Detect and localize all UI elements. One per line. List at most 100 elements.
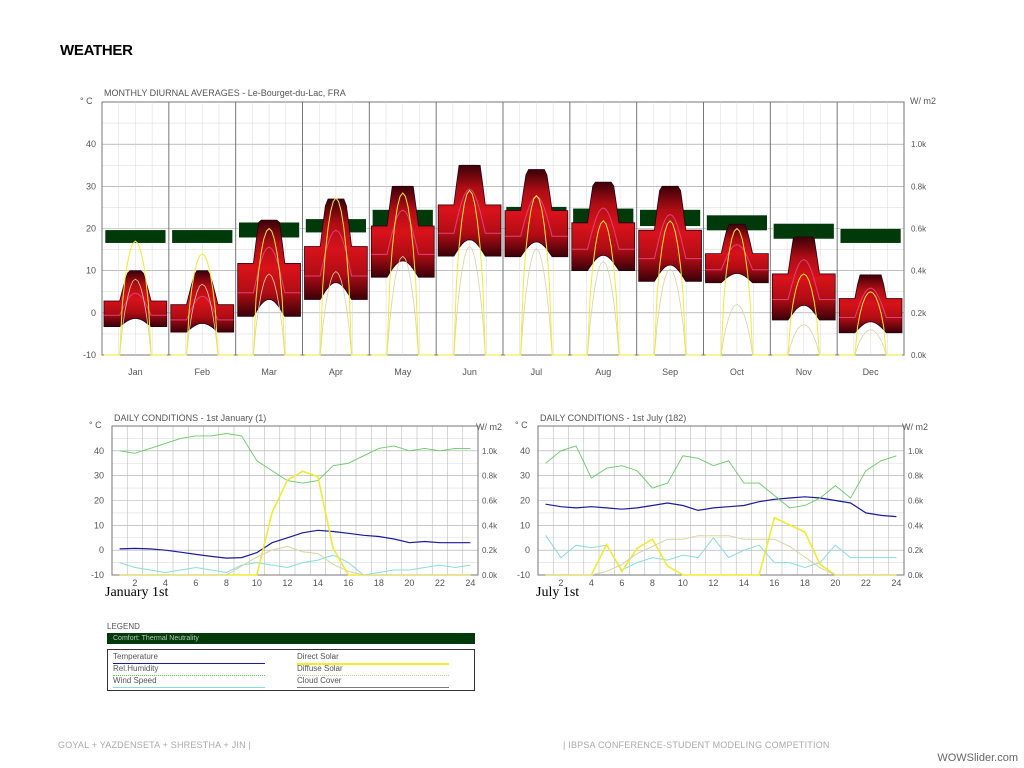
temp-mean-may [371, 209, 435, 255]
daily-jan-series-wind-speed [119, 554, 471, 576]
daily-jul-xtick: 12 [708, 578, 718, 588]
legend-box: Temperature Direct Solar Rel.Humidity Di… [107, 649, 475, 691]
legend-swatch-direct-solar [297, 663, 449, 665]
direct-solar-oct [705, 227, 769, 356]
month-label-jul: Jul [531, 367, 543, 377]
month-label-dec: Dec [863, 367, 880, 377]
legend-item-temperature: Temperature [113, 652, 265, 664]
top-chart-ytick-right: 0.0k [911, 351, 927, 360]
weather-charts-svg: MONTHLY DIURNAL AVERAGES - Le-Bourget-du… [80, 88, 936, 588]
daily-jan-ytick-left: 40 [94, 446, 104, 456]
daily-jul-title: DAILY CONDITIONS - 1st July (182) [540, 413, 686, 423]
watermark: WOWSlider.com [937, 752, 1018, 764]
daily-jan-xtick: 14 [313, 578, 323, 588]
legend-swatch-wind-speed [113, 687, 265, 688]
daily-jan-ytick-left: 0 [99, 545, 104, 555]
temp-mean-apr [304, 229, 368, 277]
daily-jul-ytick-right: 0.4k [908, 521, 924, 530]
direct-solar-jun [438, 189, 501, 356]
daily-jul-ytick-right: 0.6k [908, 497, 924, 506]
month-label-jan: Jan [128, 367, 143, 377]
daily-jan-ytick-right: 0.4k [482, 521, 498, 530]
direct-solar-sep [638, 220, 702, 356]
direct-solar-jan [104, 240, 167, 356]
daily-jul-left-axis-unit: ° C [515, 420, 528, 430]
daily-jul-ytick-left: 0 [525, 545, 530, 555]
daily-jul-xtick: 8 [650, 578, 655, 588]
comfort-band-feb [171, 229, 233, 244]
daily-jan-ytick-right: 0.2k [482, 546, 498, 555]
legend-item-rel-humidity: Rel.Humidity [113, 664, 265, 676]
daily-jul-ytick-left: -10 [517, 570, 530, 580]
daily-jan-xtick: 16 [343, 578, 353, 588]
top-chart-ytick-left: -10 [83, 350, 96, 360]
month-label-mar: Mar [261, 367, 277, 377]
direct-solar-aug [571, 220, 635, 356]
daily-jul-series-rel-humidity [545, 445, 897, 509]
daily-jan-xtick: 22 [435, 578, 445, 588]
temp-mean-jan [104, 292, 167, 316]
daily-jul-series-wind-speed [545, 535, 897, 571]
legend-label: Wind Speed [113, 676, 157, 685]
temp-mean-jun [438, 188, 501, 234]
legend: LEGEND Comfort: Thermal Neutrality Tempe… [107, 622, 476, 692]
temp-mean-feb [170, 295, 234, 321]
temp-range-feb [170, 270, 235, 333]
temp-range-oct [705, 223, 769, 284]
top-chart-title: MONTHLY DIURNAL AVERAGES - Le-Bourget-du… [104, 88, 346, 98]
month-label-may: May [394, 367, 412, 377]
comfort-band-dec [839, 228, 902, 244]
daily-jan-series-diffuse-solar [119, 545, 471, 576]
daily-jul-xtick: 16 [769, 578, 779, 588]
month-label-sep: Sep [662, 367, 678, 377]
daily-jul-ytick-left: 30 [520, 471, 530, 481]
legend-item-diffuse-solar: Diffuse Solar [297, 664, 449, 676]
daily-jul-xtick: 6 [619, 578, 624, 588]
july-first-label: July 1st [536, 585, 580, 600]
month-label-nov: Nov [796, 367, 813, 377]
temp-mean-aug [571, 207, 635, 250]
daily-jul-series-temperature [545, 496, 897, 518]
daily-jul-xtick: 4 [589, 578, 594, 588]
legend-item-wind-speed: Wind Speed [113, 676, 265, 688]
footer-authors: GOYAL + YAZDENSETA + SHRESTHA + JIN | [58, 740, 252, 750]
daily-jul-ytick-right: 0.0k [908, 571, 924, 580]
direct-solar-may [371, 192, 435, 356]
legend-label: Direct Solar [297, 652, 339, 661]
direct-solar-dec [839, 291, 902, 356]
daily-jan-ytick-left: 20 [94, 496, 104, 506]
legend-item-cloud-cover: Cloud Cover [297, 676, 449, 688]
daily-jan-ytick-right: 0.8k [482, 472, 498, 481]
daily-jul-series-diffuse-solar [545, 535, 897, 576]
daily-jan-title: DAILY CONDITIONS - 1st January (1) [114, 413, 266, 423]
top-chart-right-axis-unit: W/ m2 [910, 96, 936, 106]
daily-jan-xtick: 20 [404, 578, 414, 588]
daily-jan-xtick: 10 [252, 578, 262, 588]
direct-solar-jul [505, 194, 568, 356]
top-chart-ytick-right: 0.4k [911, 267, 927, 276]
daily-jan-xtick: 8 [224, 578, 229, 588]
daily-jul-xtick: 10 [678, 578, 688, 588]
daily-jul-xtick: 22 [861, 578, 871, 588]
temp-range-dec [838, 274, 903, 334]
daily-jan-ytick-right: 0.6k [482, 497, 498, 506]
temp-mean-dec [839, 287, 902, 318]
daily-jul-ytick-right: 0.2k [908, 546, 924, 555]
daily-jan-ytick-right: 1.0k [482, 447, 498, 456]
daily-jan-xtick: 6 [193, 578, 198, 588]
month-label-jun: Jun [462, 367, 477, 377]
month-label-aug: Aug [595, 367, 611, 377]
month-label-oct: Oct [730, 367, 745, 377]
daily-jan-ytick-left: -10 [91, 570, 104, 580]
daily-jul-xtick: 20 [830, 578, 840, 588]
legend-swatch-diffuse-solar [297, 675, 449, 676]
top-chart-ytick-right: 0.2k [911, 309, 927, 318]
daily-jul-xtick: 2 [558, 578, 563, 588]
daily-jan-frame [111, 425, 479, 576]
direct-solar-nov [772, 273, 836, 356]
daily-jan-series-temperature [119, 529, 471, 559]
daily-jan-ytick-left: 30 [94, 471, 104, 481]
month-label-apr: Apr [329, 367, 343, 377]
daily-jan-xtick: 18 [374, 578, 384, 588]
comfort-band-jan [104, 229, 167, 244]
